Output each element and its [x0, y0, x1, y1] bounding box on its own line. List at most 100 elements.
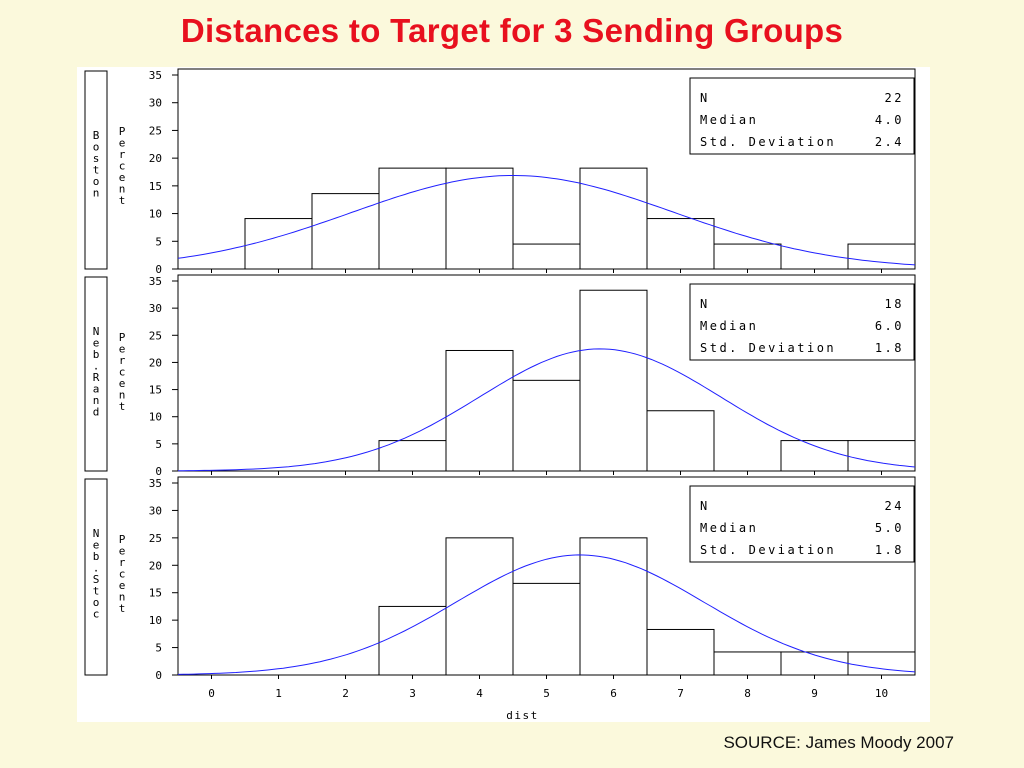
stat-label: N — [700, 499, 710, 513]
y-axis-label-char: c — [119, 366, 126, 379]
y-tick-label: 5 — [155, 642, 162, 655]
y-tick-label: 35 — [149, 69, 162, 82]
group-label-char: t — [93, 585, 100, 598]
group-label-char: a — [93, 383, 100, 396]
group-label-char: e — [93, 337, 100, 350]
stat-value: 2.4 — [875, 135, 904, 149]
stat-label: Std. Deviation — [700, 543, 836, 557]
group-label-char: t — [93, 164, 100, 177]
x-tick-label: 5 — [543, 687, 550, 700]
x-axis-label: dist — [506, 709, 539, 722]
y-axis-label-char: e — [119, 545, 126, 558]
histogram-bar — [378, 440, 447, 472]
x-tick-label: 10 — [875, 687, 888, 700]
group-label-char: o — [93, 596, 100, 609]
group-label-char: b — [93, 550, 100, 563]
y-axis-label-char: r — [119, 354, 126, 367]
y-tick-label: 25 — [149, 124, 162, 137]
slide-title: Distances to Target for 3 Sending Groups — [180, 12, 844, 49]
histogram-bar — [780, 440, 849, 472]
y-tick-label: 20 — [149, 152, 162, 165]
stat-label: Std. Deviation — [700, 135, 836, 149]
histogram-bar — [847, 243, 916, 270]
histogram-bar — [713, 651, 782, 676]
histogram-bar — [512, 582, 581, 676]
group-label-char: e — [93, 539, 100, 552]
stat-label: N — [700, 91, 710, 105]
group-label-char: s — [93, 152, 100, 165]
y-axis-label-char: e — [119, 343, 126, 356]
histogram-bar — [378, 605, 447, 676]
group-label-char: c — [93, 608, 100, 621]
y-tick-label: 15 — [149, 384, 162, 397]
group-label-char: S — [93, 573, 100, 586]
y-tick-label: 20 — [149, 559, 162, 572]
histogram-bar — [579, 289, 648, 472]
stat-value: 24 — [885, 499, 904, 513]
histogram-bar — [646, 218, 715, 270]
y-axis-label-char: c — [119, 160, 126, 173]
x-tick-label: 7 — [677, 687, 684, 700]
y-axis-label-char: e — [119, 137, 126, 150]
group-label-char: B — [93, 129, 100, 142]
y-tick-label: 15 — [149, 587, 162, 600]
group-label-char: o — [93, 141, 100, 154]
x-tick-label: 3 — [409, 687, 416, 700]
y-tick-label: 25 — [149, 532, 162, 545]
x-tick-label: 4 — [476, 687, 483, 700]
histogram-bar — [579, 537, 648, 676]
group-label-char: o — [93, 175, 100, 188]
histogram-bar — [445, 537, 514, 676]
y-tick-label: 30 — [149, 302, 162, 315]
group-label-box — [84, 478, 108, 676]
histogram-bar — [512, 379, 581, 472]
group-label-box — [84, 276, 108, 472]
stat-value: 5.0 — [875, 521, 904, 535]
stat-value: 18 — [885, 297, 904, 311]
histogram-bar — [378, 167, 447, 270]
y-tick-label: 10 — [149, 411, 162, 424]
y-tick-label: 10 — [149, 614, 162, 627]
histogram-bar — [579, 167, 648, 270]
y-tick-label: 5 — [155, 235, 162, 248]
stats-box — [689, 485, 915, 563]
stats-box — [689, 77, 915, 155]
stat-label: Median — [700, 319, 758, 333]
y-tick-label: 30 — [149, 97, 162, 110]
y-axis-label-char: c — [119, 568, 126, 581]
stat-label: Median — [700, 113, 758, 127]
y-tick-label: 15 — [149, 180, 162, 193]
y-axis-label-char: t — [119, 602, 126, 615]
histogram-bar — [646, 410, 715, 472]
group-label-char: N — [93, 325, 100, 338]
y-tick-label: 35 — [149, 275, 162, 288]
y-tick-label: 10 — [149, 208, 162, 221]
y-axis-label-char: e — [119, 171, 126, 184]
stat-value: 1.8 — [875, 543, 904, 557]
group-label-char: . — [93, 562, 100, 575]
y-axis-label-char: r — [119, 148, 126, 161]
y-tick-label: 20 — [149, 356, 162, 369]
y-axis-label-char: r — [119, 556, 126, 569]
y-axis-label-char: t — [119, 194, 126, 207]
y-axis-label-char: e — [119, 377, 126, 390]
y-tick-label: 5 — [155, 438, 162, 451]
normal-curve — [177, 175, 916, 266]
histogram-bar — [244, 218, 313, 270]
y-tick-label: 25 — [149, 329, 162, 342]
group-label-char: . — [93, 360, 100, 373]
x-tick-label: 6 — [610, 687, 617, 700]
histogram-bar — [512, 243, 581, 270]
group-label-box — [84, 70, 108, 270]
normal-curve — [178, 348, 916, 472]
y-axis-label-char: n — [119, 389, 126, 402]
stat-label: Std. Deviation — [700, 341, 836, 355]
y-axis-label-char: P — [119, 533, 126, 546]
stat-value: 22 — [885, 91, 904, 105]
x-tick-label: 2 — [342, 687, 349, 700]
